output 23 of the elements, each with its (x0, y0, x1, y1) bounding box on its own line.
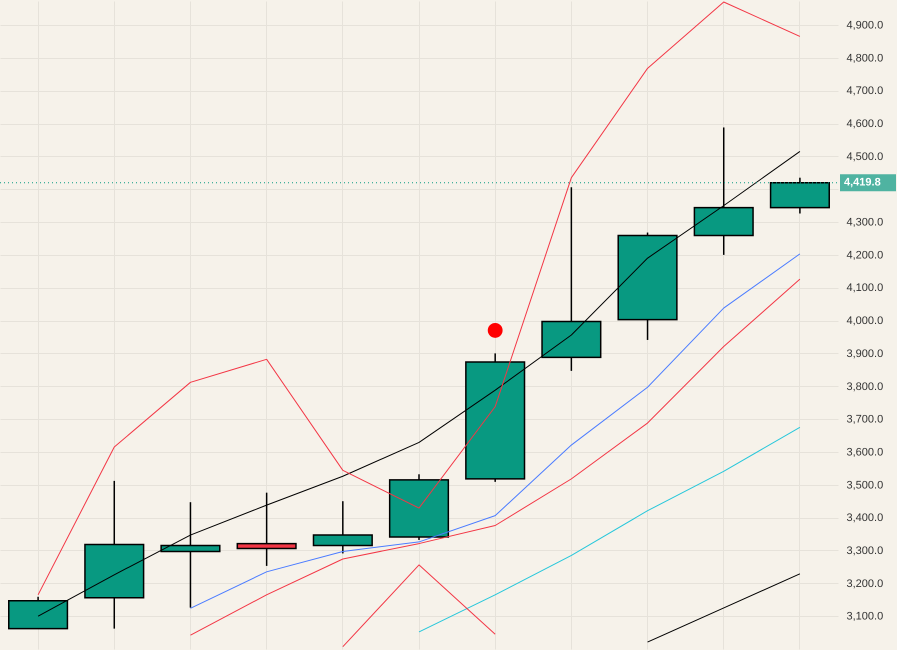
y-tick-label: 4,100.0 (846, 282, 884, 294)
y-tick-label: 4,300.0 (846, 216, 884, 229)
y-tick-label: 4,500.0 (846, 150, 884, 163)
ref-line-label: 4,419.8 (844, 176, 881, 189)
y-tick-label: 4,800.0 (846, 52, 884, 64)
y-tick-label: 4,900.0 (846, 19, 884, 32)
y-tick-label: 3,600.0 (846, 446, 884, 458)
y-tick-label: 4,700.0 (846, 85, 884, 98)
y-tick-label: 4,200.0 (846, 249, 884, 262)
y-tick-label: 4,600.0 (846, 118, 884, 130)
candlestick (236, 492, 297, 567)
y-tick-label: 4,000.0 (846, 315, 884, 328)
y-tick-label: 3,300.0 (846, 544, 884, 557)
y-tick-label: 3,400.0 (846, 512, 884, 524)
candlestick (160, 501, 221, 608)
y-tick-label: 3,500.0 (846, 479, 884, 492)
y-tick-label: 3,900.0 (846, 348, 884, 360)
y-tick-label: 3,200.0 (846, 578, 884, 590)
y-tick-label: 3,700.0 (846, 414, 884, 426)
line-series (418, 426, 800, 632)
y-tick-label: 3,800.0 (846, 380, 884, 393)
y-tick-label: 3,100.0 (846, 610, 884, 623)
line-series (38, 1, 800, 596)
